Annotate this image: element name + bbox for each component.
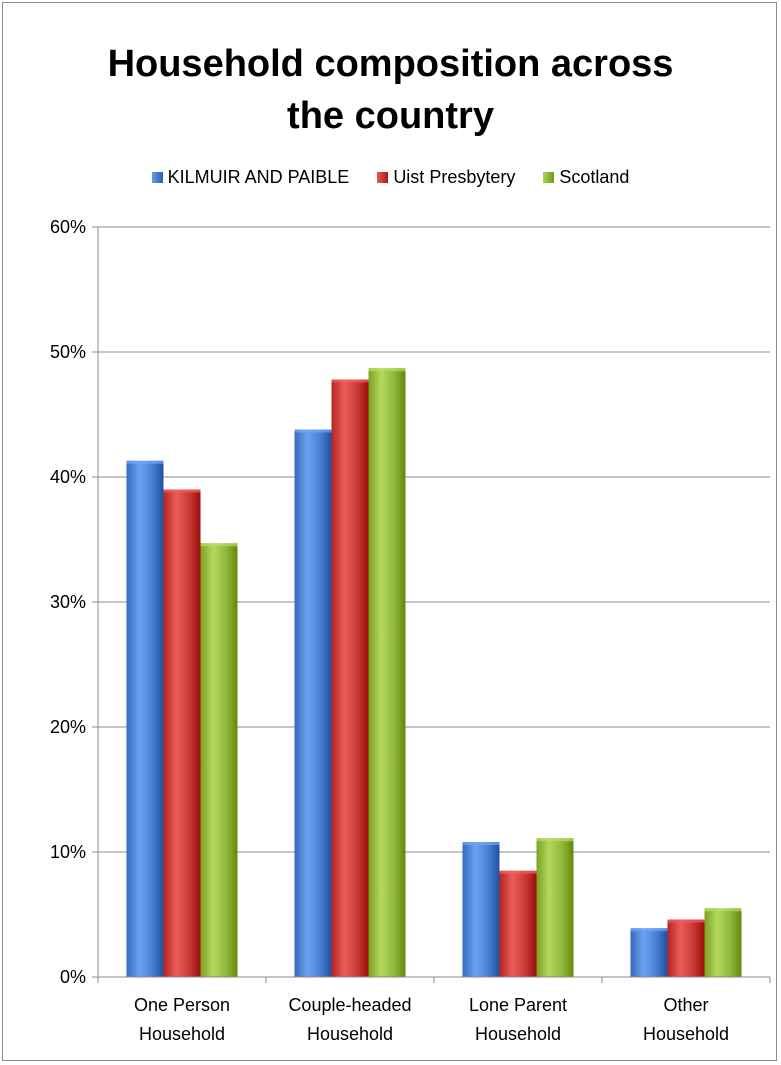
bar [704, 908, 742, 977]
bar [536, 838, 574, 977]
legend-swatch-kilmuir [151, 171, 163, 183]
chart-title-line-1: Household composition across [107, 43, 674, 85]
bar-highlight [630, 928, 668, 932]
bar-highlight [126, 460, 164, 464]
bar-highlight [462, 842, 500, 845]
x-tick-label: Household [643, 1024, 729, 1044]
legend-label-kilmuir: KILMUIR AND PAIBLE [167, 166, 350, 187]
x-tick-label: Household [475, 1024, 561, 1044]
x-tick-label: Other [663, 995, 708, 1015]
bar [200, 543, 238, 977]
bar-highlight [368, 368, 406, 372]
x-tick-label: Lone Parent [469, 995, 567, 1015]
legend-label-uist: Uist Presbytery [393, 166, 516, 187]
bar-highlight [704, 908, 742, 912]
x-tick-label: One Person [134, 995, 230, 1015]
y-tick-label: 10% [50, 842, 86, 862]
legend-swatch-scotland [543, 171, 555, 183]
bar-highlight [331, 379, 369, 383]
bars [126, 368, 742, 977]
legend-item-scotland: Scotland [543, 167, 629, 188]
bar [126, 460, 164, 977]
bar [331, 379, 369, 977]
y-tick-label: 30% [50, 592, 86, 612]
bar-highlight [536, 838, 574, 842]
bar [294, 429, 332, 977]
chart-title-line-2: the country [287, 95, 494, 137]
bar-highlight [499, 870, 537, 874]
bar-highlight [163, 489, 201, 493]
x-axis-tick-labels: One Person Household Couple-headed Househol… [134, 995, 729, 1044]
chart-legend: KILMUIR AND PAIBLE Uist Presbytery Scotl… [0, 165, 781, 189]
bar-highlight [294, 429, 332, 433]
y-tick-label: 0% [60, 967, 86, 987]
bar [499, 870, 537, 977]
y-tick-label: 50% [50, 342, 86, 362]
x-tick-label: Couple-headed [288, 995, 411, 1015]
bar [368, 368, 406, 977]
y-tick-label: 40% [50, 467, 86, 487]
legend-item-kilmuir: KILMUIR AND PAIBLE [151, 166, 350, 188]
bar [163, 489, 201, 977]
y-axis-tick-labels: 0% 10% 20% 30% 40% 50% 60% [50, 217, 86, 987]
axes [97, 227, 771, 983]
bar [462, 842, 500, 977]
y-tick-label: 60% [50, 217, 86, 237]
bar-highlight [200, 543, 238, 547]
chart-title: Household composition across the country [0, 38, 781, 142]
bar [630, 928, 668, 977]
x-tick-label: Household [307, 1024, 393, 1044]
bar-highlight [667, 919, 705, 923]
y-tick-label: 20% [50, 717, 86, 737]
legend-swatch-uist [377, 171, 389, 183]
legend-label-scotland: Scotland [559, 166, 630, 187]
x-tick-label: Household [139, 1024, 225, 1044]
legend-item-uist: Uist Presbytery [377, 167, 515, 188]
bar [667, 919, 705, 977]
